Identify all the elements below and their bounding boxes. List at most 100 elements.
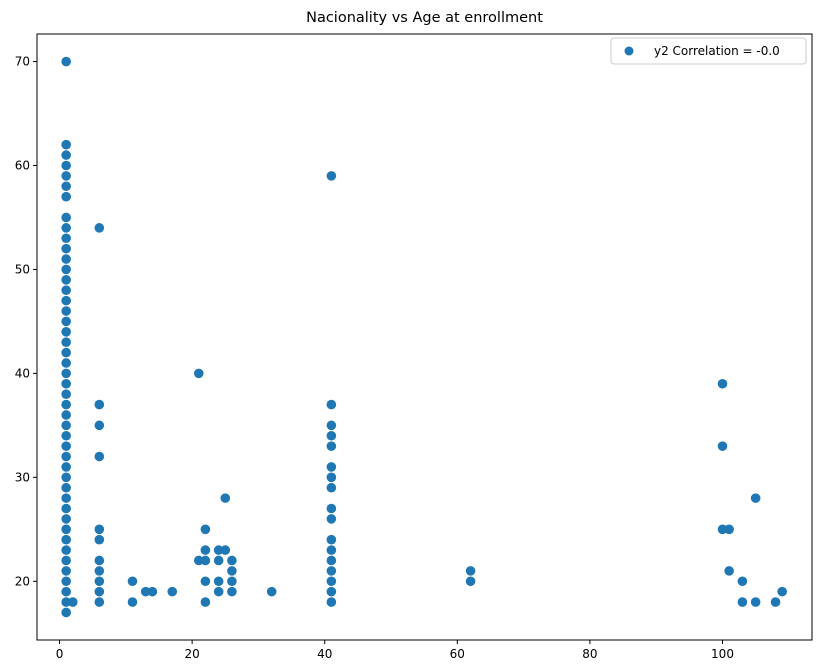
data-point [61,482,71,493]
legend-marker [624,46,634,56]
data-point [465,566,476,576]
data-point [61,316,71,327]
data-point [326,545,337,555]
data-point [61,139,71,150]
data-point [94,597,105,607]
data-point [326,441,337,451]
data-point [326,472,337,483]
data-point [200,545,211,555]
x-tick-label: 40 [317,647,332,661]
data-point [61,462,71,472]
data-point [737,597,748,607]
data-point [61,555,71,566]
data-point [94,420,105,431]
data-point [61,181,71,192]
data-point [67,597,78,607]
data-point [61,451,71,462]
chart-title: Nacionality vs Age at enrollment [306,10,543,26]
data-point [326,597,337,607]
data-point [94,534,105,545]
points-layer [61,56,787,618]
data-point [61,472,71,483]
x-tick-label: 60 [450,647,465,661]
data-point [61,212,71,223]
data-point [167,586,178,597]
data-point [61,586,71,597]
x-tick-label: 100 [711,647,734,661]
data-point [61,378,71,389]
data-point [61,545,71,555]
data-point [61,171,71,181]
data-point [227,576,237,587]
y-tick-label: 50 [15,262,30,276]
y-tick-label: 40 [15,366,30,380]
data-point [94,223,105,233]
data-point [266,586,277,597]
data-point [61,275,71,285]
data-point [213,586,224,597]
data-point [61,566,71,576]
data-point [326,482,337,493]
data-point [326,503,337,514]
data-point [94,576,105,587]
data-point [61,223,71,233]
data-point [717,378,728,389]
data-point [326,462,337,472]
data-point [200,576,211,587]
data-point [127,576,138,587]
data-point [227,566,237,576]
data-point [724,524,734,535]
data-point [326,420,337,431]
data-point [326,399,337,410]
data-point [227,586,237,597]
data-point [61,410,71,420]
data-point [127,597,138,607]
data-point [61,254,71,264]
data-point [94,586,105,597]
data-point [61,295,71,306]
data-point [61,493,71,503]
data-point [326,430,337,441]
data-point [750,493,761,503]
data-point [94,555,105,566]
data-point [724,566,734,576]
data-point [147,586,158,597]
data-point [326,566,337,576]
data-point [193,555,204,566]
data-point [770,597,781,607]
data-point [61,243,71,254]
data-point [61,233,71,244]
data-point [61,430,71,441]
data-point [326,576,337,587]
data-point [61,160,71,171]
data-point [61,285,71,296]
data-point [61,347,71,358]
data-point [326,586,337,597]
data-point [61,399,71,410]
data-point [326,534,337,545]
data-point [465,576,476,587]
data-point [61,514,71,524]
data-point [227,555,237,566]
data-point [140,586,151,597]
data-point [94,451,105,462]
data-point [193,368,204,379]
data-point [61,191,71,202]
data-point [61,337,71,347]
data-point [94,566,105,576]
data-point [61,503,71,514]
data-point [220,545,231,555]
y-tick-label: 70 [15,55,30,69]
data-point [61,524,71,535]
data-point [61,576,71,587]
data-point [61,358,71,368]
x-tick-label: 20 [184,647,199,661]
plot-frame [36,33,813,641]
y-axis: 20 30 40 50 60 70 [15,55,37,588]
data-point [326,514,337,524]
data-point [61,264,71,275]
data-point [61,597,71,607]
data-point [717,524,728,535]
x-axis: 0 20 40 60 80 100 [56,640,734,661]
